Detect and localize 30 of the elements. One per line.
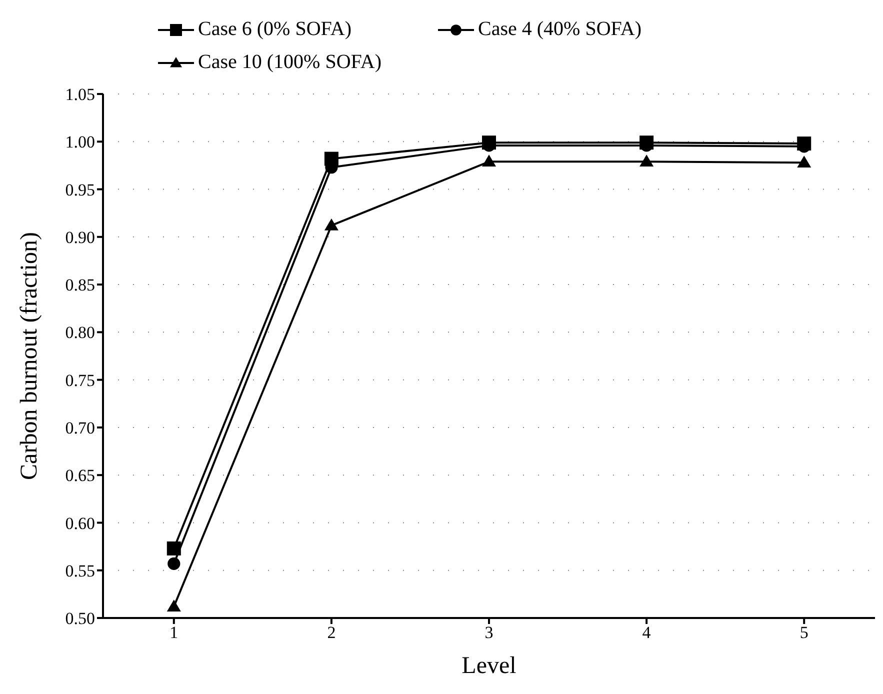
x-tick-label: 1 [170,623,178,642]
point [168,557,180,570]
x-tick-label: 4 [642,623,652,642]
y-axis-title: Carbon burnout (fraction) [16,232,43,480]
y-tick-label: 0.80 [65,323,95,342]
point [166,541,181,556]
point [482,154,496,167]
x-tick-label: 5 [800,623,808,642]
legend-label: Case 6 (0% SOFA) [198,18,352,41]
point [324,152,338,166]
y-tick-label: 0.65 [65,466,95,486]
y-tick-label: 1.05 [65,85,95,104]
x-tick-label: 2 [327,623,336,642]
y-tick-label: 0.50 [65,609,95,628]
y-tick-label: 0.55 [65,561,95,580]
y-tick-label: 0.60 [65,514,95,533]
x-axis-title: Level [462,653,517,679]
legend-label: Case 10 (100% SOFA) [198,51,382,74]
y-tick-label: 0.85 [65,276,95,295]
y-tick-label: 0.70 [65,418,95,438]
x-tick-label: 3 [484,623,494,642]
point [797,156,812,168]
point [640,154,654,167]
y-tick-label: 0.90 [65,228,95,247]
point [166,600,181,612]
y-tick-label: 0.75 [65,370,95,390]
y-tick-label: 0.95 [65,180,95,200]
y-tick-label: 1.00 [65,132,95,152]
point [324,218,338,230]
legend-label: Case 4 (40% SOFA) [478,18,642,41]
